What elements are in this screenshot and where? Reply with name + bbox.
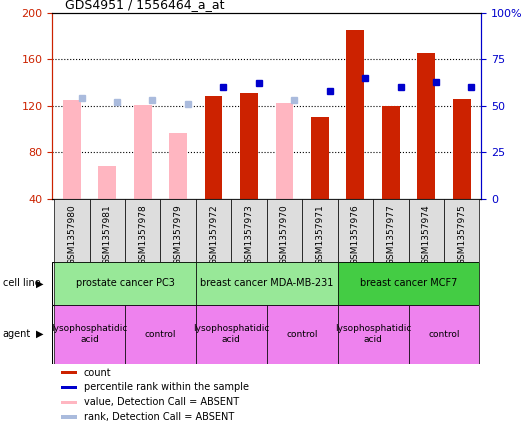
Bar (338, 199, 373, 262)
Text: GSM1357971: GSM1357971 (315, 204, 324, 265)
Text: ▶: ▶ (36, 329, 43, 339)
Text: control: control (428, 330, 460, 339)
Text: agent: agent (3, 329, 31, 339)
Bar (453, 99, 471, 199)
Text: value, Detection Call = ABSENT: value, Detection Call = ABSENT (84, 397, 239, 407)
Text: GSM1357974: GSM1357974 (422, 204, 431, 264)
Bar (267, 305, 338, 364)
Text: GDS4951 / 1556464_a_at: GDS4951 / 1556464_a_at (65, 0, 225, 11)
Bar (408, 199, 444, 262)
Text: GSM1357972: GSM1357972 (209, 204, 218, 264)
Text: control: control (287, 330, 318, 339)
Text: GSM1357970: GSM1357970 (280, 204, 289, 265)
Text: count: count (84, 368, 111, 378)
Bar (444, 199, 480, 262)
Text: rank, Detection Call = ABSENT: rank, Detection Call = ABSENT (84, 412, 234, 422)
Bar (231, 199, 267, 262)
Bar (54, 199, 89, 262)
Bar (61, 371, 77, 374)
Bar (196, 199, 231, 262)
Bar (276, 104, 293, 199)
Text: breast cancer MDA-MB-231: breast cancer MDA-MB-231 (200, 278, 334, 288)
Text: GSM1357973: GSM1357973 (245, 204, 254, 265)
Text: cell line: cell line (3, 278, 40, 288)
Bar (125, 305, 196, 364)
Text: GSM1357975: GSM1357975 (457, 204, 466, 265)
Text: GSM1357980: GSM1357980 (67, 204, 76, 265)
Text: GSM1357978: GSM1357978 (138, 204, 147, 265)
Text: percentile rank within the sample: percentile rank within the sample (84, 382, 249, 393)
Bar (61, 401, 77, 404)
Bar (204, 96, 222, 199)
Text: GSM1357976: GSM1357976 (351, 204, 360, 265)
Text: ▶: ▶ (36, 278, 43, 288)
Text: lysophosphatidic
acid: lysophosphatidic acid (335, 324, 411, 344)
Bar (408, 305, 480, 364)
Bar (240, 93, 258, 199)
Bar (346, 30, 364, 199)
Bar (54, 262, 196, 305)
Text: GSM1357977: GSM1357977 (386, 204, 395, 265)
Text: breast cancer MCF7: breast cancer MCF7 (360, 278, 457, 288)
Bar (61, 386, 77, 389)
Text: lysophosphatidic
acid: lysophosphatidic acid (51, 324, 128, 344)
Bar (196, 262, 338, 305)
Text: prostate cancer PC3: prostate cancer PC3 (75, 278, 174, 288)
Bar (134, 104, 152, 199)
Bar (338, 262, 480, 305)
Text: GSM1357979: GSM1357979 (174, 204, 183, 265)
Bar (89, 199, 125, 262)
Bar (54, 305, 125, 364)
Bar (98, 166, 116, 199)
Text: lysophosphatidic
acid: lysophosphatidic acid (193, 324, 269, 344)
Text: GSM1357981: GSM1357981 (103, 204, 112, 265)
Bar (302, 199, 338, 262)
Bar (61, 415, 77, 419)
Bar (373, 199, 408, 262)
Bar (417, 53, 435, 199)
Bar (63, 100, 81, 199)
Text: control: control (145, 330, 176, 339)
Bar (338, 305, 408, 364)
Bar (267, 199, 302, 262)
Bar (196, 305, 267, 364)
Bar (125, 199, 161, 262)
Bar (169, 132, 187, 199)
Bar (382, 106, 400, 199)
Bar (311, 117, 329, 199)
Bar (161, 199, 196, 262)
